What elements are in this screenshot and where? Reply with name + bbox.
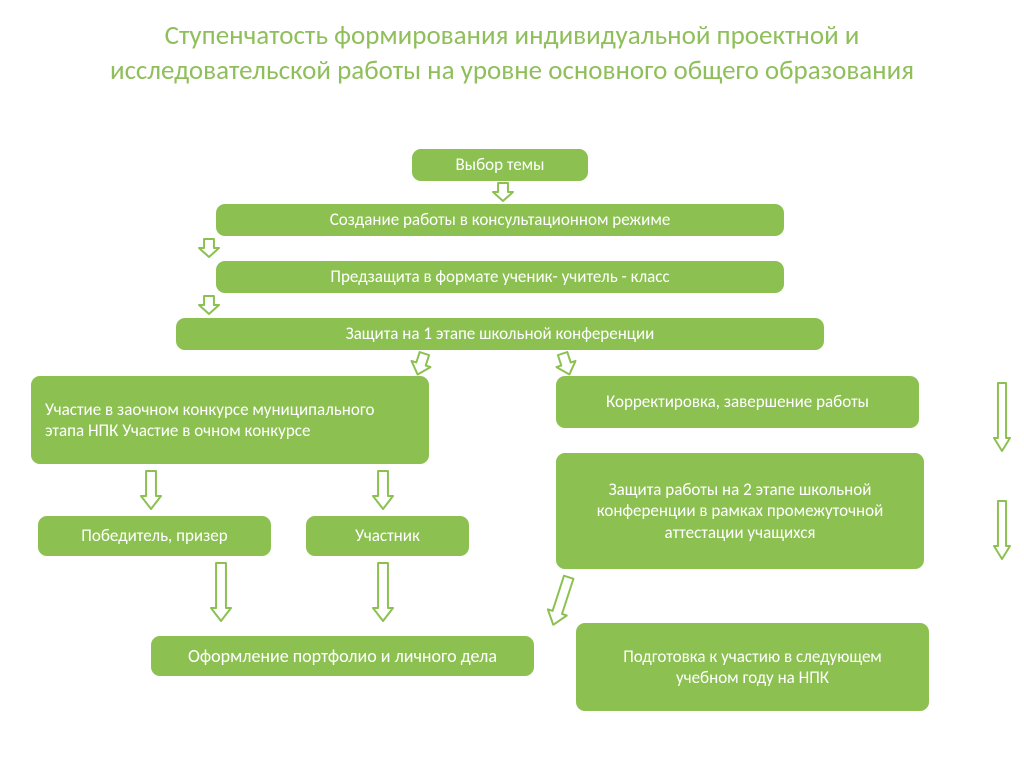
box-label: Корректировка, завершение работы — [606, 391, 869, 412]
flow-arrow — [993, 500, 1011, 560]
flow-arrow — [140, 470, 162, 510]
box-label: Защита на 1 этапе школьной конференции — [346, 323, 655, 344]
step-participant: Участник — [305, 515, 470, 557]
step-next-year: Подготовка к участию в следующем учебном… — [575, 622, 930, 712]
flow-arrow — [993, 382, 1011, 452]
step-choose-topic: Выбор темы — [411, 148, 589, 182]
flow-arrow — [492, 182, 514, 202]
step-correction: Корректировка, завершение работы — [555, 375, 920, 429]
step-predefense: Предзащита в формате ученик- учитель - к… — [215, 260, 785, 294]
box-label: Победитель, призер — [81, 525, 227, 546]
flow-arrow — [372, 470, 394, 510]
flow-arrow — [210, 562, 232, 622]
box-label: Создание работы в консультационном режим… — [330, 209, 671, 230]
box-label: Участие в заочном конкурсе муниципальног… — [45, 399, 415, 442]
box-label: Участник — [355, 525, 420, 546]
flow-arrow — [198, 295, 220, 315]
flow-arrow — [372, 562, 394, 622]
page-title: Ступенчатость формирования индивидуально… — [0, 0, 1024, 96]
step-create-work: Создание работы в консультационном режим… — [215, 203, 785, 237]
box-label: Предзащита в формате ученик- учитель - к… — [330, 266, 669, 287]
step-defense-stage1: Защита на 1 этапе школьной конференции — [175, 317, 825, 351]
box-label: Оформление портфолио и личного дела — [188, 645, 497, 668]
step-winner: Победитель, призер — [37, 515, 272, 557]
flow-arrow — [198, 238, 220, 258]
box-label: Выбор темы — [456, 154, 545, 175]
step-portfolio: Оформление портфолио и личного дела — [150, 635, 535, 677]
step-contest-participation: Участие в заочном конкурсе муниципальног… — [30, 375, 430, 465]
step-defense-stage2: Защита работы на 2 этапе школьной конфер… — [555, 452, 925, 570]
flow-arrow — [543, 573, 580, 629]
box-label: Защита работы на 2 этапе школьной конфер… — [570, 479, 910, 543]
box-label: Подготовка к участию в следующем учебном… — [590, 646, 915, 689]
